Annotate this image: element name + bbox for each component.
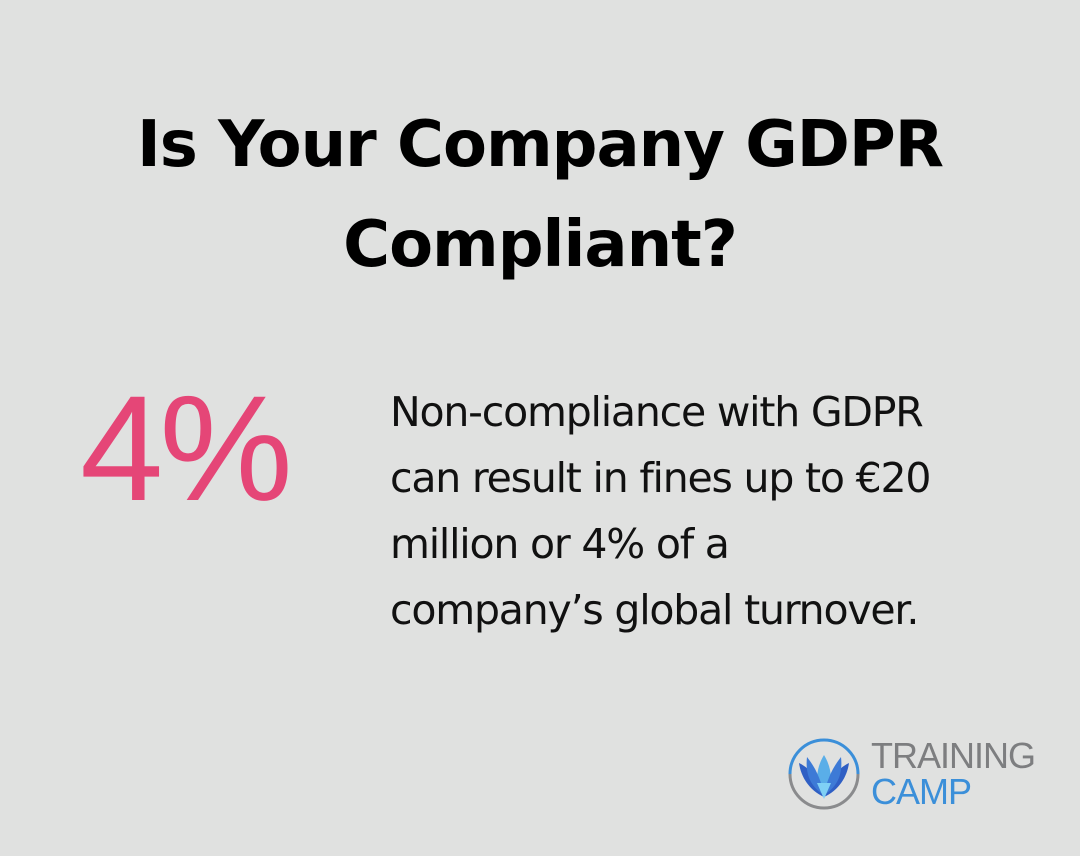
- description-line: million or 4% of a: [390, 520, 730, 568]
- title-line-1: Is Your Company GDPR: [136, 108, 944, 182]
- stat-value: 4%: [80, 364, 293, 532]
- title-line-2: Compliant?: [343, 208, 738, 282]
- lotus-circle-icon: [788, 738, 860, 810]
- training-camp-logo: TRAINING CAMP: [785, 735, 1055, 815]
- description-line: company’s global turnover.: [390, 586, 919, 634]
- description-line: can result in fines up to €20: [390, 454, 931, 502]
- page-title: Is Your Company GDPR Compliant?: [0, 95, 1080, 295]
- logo-text-training: TRAINING: [871, 735, 1036, 776]
- logo-text-camp: CAMP: [871, 771, 972, 812]
- description-line: Non-compliance with GDPR: [390, 388, 924, 436]
- stat-description: Non-compliance with GDPR can result in f…: [390, 379, 1030, 643]
